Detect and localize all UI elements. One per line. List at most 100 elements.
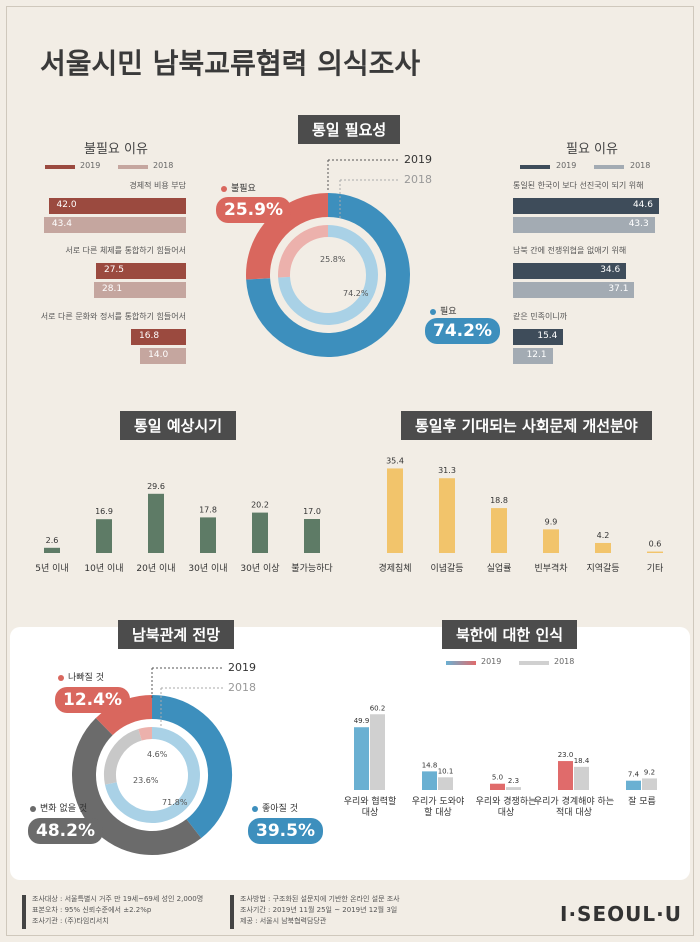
necessity-unneeded-label: 불필요 bbox=[221, 181, 256, 194]
outlook-2019-better-slice bbox=[151, 695, 232, 839]
timing-svg-value-3: 17.8 bbox=[199, 505, 217, 514]
perception-bar-2019-1 bbox=[422, 771, 437, 790]
footer-right-text: 조사방법 : 구조화된 설문지에 기반한 온라인 설문 조사 조사기간 : 20… bbox=[240, 894, 400, 927]
footer-period: 조사기간 : 2019년 11월 25일 ~ 2019년 12월 3일 bbox=[240, 906, 398, 914]
perception-cat-2-line-0: 우리와 경쟁하는 bbox=[476, 795, 537, 807]
necessity-2018-unneeded-slice bbox=[278, 225, 329, 278]
improve-svg-cat-2: 실업률 bbox=[487, 563, 512, 574]
outlook-2018-better-slice bbox=[104, 727, 200, 823]
footer-target: 조사대상 : 서울특별시 거주 만 19세~69세 성인 2,000명 bbox=[32, 895, 204, 903]
reasons-no-legend-2019: 2019 bbox=[80, 161, 101, 170]
reasons-yes-title: 필요 이유 bbox=[566, 142, 618, 157]
improve-chart: 35.4 경제침체 31.3 이념갈등 18.8 실업률 9.9 빈부격차 4.2 지역갈등 0.6… bbox=[378, 456, 664, 574]
reasons-no-value-2019-2: 16.8 bbox=[139, 331, 160, 341]
reasons-yes-value-2019-0: 44.6 bbox=[632, 200, 653, 210]
outlook-2018-same-slice bbox=[104, 728, 143, 785]
reasons-no-bar-2019-2: 16.8 bbox=[131, 329, 186, 345]
outlook-2018-worse-slice bbox=[138, 727, 153, 741]
reasons-yes-label-0: 통일된 한국이 보다 선진국이 되기 위해 bbox=[513, 181, 644, 190]
necessity-2019-unneeded-slice bbox=[246, 193, 329, 280]
reasons-no-label-0: 경제적 비용 부담 bbox=[129, 181, 186, 190]
same-dot bbox=[30, 805, 36, 812]
perception-value-2019-3: 23.0 bbox=[558, 751, 574, 759]
footer bbox=[10, 884, 690, 932]
improve-svg-cat-1: 이념갈등 bbox=[430, 563, 463, 574]
perception-bar-2019-2 bbox=[490, 783, 505, 790]
timing-svg-cat-4: 30년 이상 bbox=[240, 563, 279, 574]
improve-svg-bar-1 bbox=[439, 478, 455, 553]
outlook-worse-pill: 12.4% bbox=[55, 687, 130, 713]
reasons-no-title: 불필요 이유 bbox=[84, 142, 148, 157]
improve-svg-value-5: 0.6 bbox=[649, 540, 662, 549]
reasons-no-legend-2019-swatch bbox=[45, 165, 75, 169]
reasons-yes-bar-2019-1: 34.6 bbox=[513, 263, 627, 279]
reasons-yes-value-2019-1: 34.6 bbox=[600, 265, 621, 275]
necessity-title: 통일 필요성 bbox=[298, 115, 401, 144]
worse-label-text: 나빠질 것 bbox=[68, 673, 104, 683]
reasons-no-bar-2018-2: 14.0 bbox=[140, 348, 186, 364]
improve-svg-cat-3: 빈부격차 bbox=[534, 562, 568, 574]
outlook-title: 남북관계 전망 bbox=[118, 620, 235, 649]
reasons-yes-bar-2018-2: 12.1 bbox=[513, 348, 553, 364]
timing-svg-bar-3 bbox=[200, 517, 216, 553]
improve-svg-bar-0 bbox=[387, 468, 403, 553]
perception-cat-0-line-1: 대상 bbox=[362, 807, 379, 818]
outlook-2019-worse-slice bbox=[95, 695, 153, 736]
reasons-no-bar-2019-1: 27.5 bbox=[95, 263, 186, 279]
same-label-text: 변화 없을 것 bbox=[40, 804, 88, 814]
footer-left-bar bbox=[22, 895, 26, 929]
seoul-logo: I·SEOUL·U bbox=[560, 902, 682, 926]
better-label-text: 좋아질 것 bbox=[262, 804, 298, 814]
outlook-better-pill: 39.5% bbox=[248, 818, 323, 844]
outlook-inner-same: 23.6% bbox=[133, 776, 159, 785]
necessity-2019-needed-slice bbox=[246, 193, 410, 357]
reasons-no-bar-2018-0: 43.4 bbox=[43, 217, 186, 233]
reasons-no-legend-2018-swatch bbox=[118, 165, 148, 169]
reasons-yes-legend-2018: 2018 bbox=[630, 161, 651, 170]
perception-title: 북한에 대한 인식 bbox=[442, 620, 578, 649]
reasons-yes-bar-2018-1: 37.1 bbox=[513, 282, 635, 298]
outlook-same-label: 변화 없을 것 bbox=[30, 801, 87, 814]
outlook-inner-worse: 4.6% bbox=[147, 750, 168, 759]
footer-left-text: 조사대상 : 서울특별시 거주 만 19세~69세 성인 2,000명 표본오차… bbox=[32, 894, 203, 927]
perception-bar-2018-3 bbox=[574, 766, 589, 790]
improve-svg-bar-5 bbox=[647, 551, 663, 553]
improve-svg-cat-5: 기타 bbox=[647, 563, 664, 574]
reasons-no-bar-2019-0: 42.0 bbox=[48, 198, 186, 214]
outlook-worse-label: 나빠질 것 bbox=[58, 670, 104, 683]
timing-chart: 2.6 5년 이내 16.9 10년 이내 29.6 20년 이내 17.8 30년 이내 20… bbox=[35, 482, 333, 574]
improve-svg-bar-2 bbox=[491, 508, 507, 553]
improve-svg-value-1: 31.3 bbox=[438, 466, 456, 475]
outlook-year-2019: 2019 bbox=[228, 661, 256, 674]
timing-svg-bar-0 bbox=[44, 547, 60, 553]
reasons-yes-legend-2019-swatch bbox=[520, 165, 550, 169]
timing-svg-value-5: 17.0 bbox=[303, 507, 321, 516]
reasons-no-legend-2018: 2018 bbox=[153, 161, 174, 170]
better-dot bbox=[252, 805, 258, 812]
perception-cat-1-line-1: 할 대상 bbox=[424, 807, 452, 818]
necessity-2018-needed-slice bbox=[278, 225, 378, 325]
timing-svg-cat-5: 불가능하다 bbox=[291, 563, 333, 574]
reasons-yes-label-1: 남북 간에 전쟁위협을 없애기 위해 bbox=[513, 246, 627, 255]
timing-svg-bar-2 bbox=[148, 493, 164, 553]
reasons-yes-value-2018-0: 43.3 bbox=[628, 219, 649, 229]
reasons-no-value-2019-0: 42.0 bbox=[56, 200, 77, 210]
perception-bar-2019-4 bbox=[626, 780, 641, 790]
reasons-yes-legend-2018-swatch bbox=[594, 165, 624, 169]
timing-svg-cat-0: 5년 이내 bbox=[35, 563, 68, 574]
perception-bar-2018-0 bbox=[370, 714, 385, 790]
perception-value-2018-4: 9.2 bbox=[644, 768, 655, 776]
timing-svg-cat-1: 10년 이내 bbox=[84, 563, 123, 574]
timing-svg-value-4: 20.2 bbox=[251, 501, 269, 510]
perception-legend-2018-swatch bbox=[519, 661, 549, 665]
reasons-yes-value-2018-2: 12.1 bbox=[526, 350, 547, 360]
perception-cat-4-line-0: 잘 모름 bbox=[628, 795, 656, 807]
improve-svg-value-0: 35.4 bbox=[386, 456, 404, 465]
perception-cat-2-line-1: 대상 bbox=[498, 807, 515, 818]
improve-svg-bar-3 bbox=[543, 529, 559, 553]
timing-title: 통일 예상시기 bbox=[120, 411, 237, 440]
page-frame bbox=[6, 6, 694, 936]
